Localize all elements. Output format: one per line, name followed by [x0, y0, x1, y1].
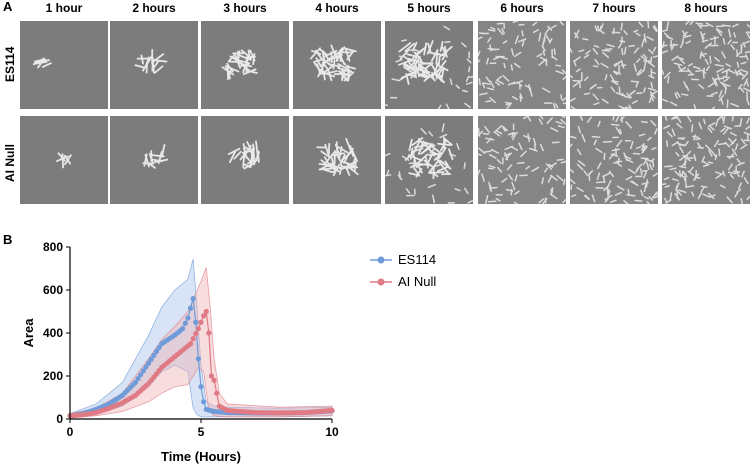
data-point-es114 [153, 348, 160, 355]
micrograph-es114-8h [662, 21, 750, 109]
micrograph-es114-7h [570, 21, 658, 109]
micrograph-ai-null-7h [570, 116, 658, 204]
data-point-es114 [135, 375, 141, 382]
data-point-ai-null [206, 330, 212, 336]
micrograph-es114-5h [385, 21, 473, 109]
data-point-es114 [148, 356, 154, 362]
legend-label-ai-null: AI Null [398, 274, 437, 289]
data-point-es114 [146, 360, 152, 366]
data-point-ai-null [187, 341, 194, 347]
data-point-es114 [190, 296, 196, 302]
x-tick-label: 5 [198, 425, 205, 439]
time-label-1: 1 hour [45, 1, 83, 15]
data-point-es114 [138, 372, 144, 378]
time-label-7: 7 hours [592, 1, 636, 15]
area-time-chart: 0 5 10 0 200 400 600 800 Time (Hours) Area [21, 240, 339, 464]
data-point-es114 [143, 364, 149, 370]
data-point-es114 [180, 326, 186, 332]
data-point-ai-null [190, 336, 196, 342]
row-label-ai-null: AI Null [3, 144, 17, 182]
legend-item-es114: ES114 [368, 252, 436, 274]
data-point-es114 [140, 368, 146, 374]
data-point-es114 [187, 305, 194, 311]
micrograph-es114-3h [201, 21, 289, 109]
data-point-ai-null [195, 326, 201, 332]
micrograph-ai-null-3h [201, 116, 289, 204]
micrograph-es114-1h [20, 21, 108, 109]
row-label-es114: ES114 [3, 46, 17, 82]
x-tick-label: 0 [67, 425, 74, 439]
data-point-ai-null [203, 308, 209, 315]
y-axis-title: Area [21, 318, 36, 348]
micrograph-ai-null-4h [293, 116, 381, 204]
data-point-es114 [182, 320, 188, 326]
x-tick-label: 10 [325, 425, 339, 439]
data-point-ai-null [214, 390, 220, 396]
data-point-es114 [195, 356, 201, 362]
legend-item-ai-null: AI Null [368, 274, 436, 296]
data-point-es114 [132, 379, 139, 386]
data-point-ai-null [329, 407, 335, 413]
data-point-es114 [185, 315, 191, 321]
time-label-4: 4 hours [315, 1, 359, 15]
data-point-ai-null [208, 373, 215, 379]
legend-marker-ai-null [370, 278, 392, 286]
data-point-es114 [198, 384, 204, 390]
data-point-es114 [201, 399, 207, 405]
micrograph-ai-null-5h [385, 116, 473, 204]
time-label-5: 5 hours [407, 1, 451, 15]
data-point-ai-null [201, 313, 207, 319]
micrograph-ai-null-6h [478, 116, 566, 204]
data-point-ai-null [198, 319, 204, 325]
chart-legend: ES114 AI Null [368, 252, 436, 296]
x-axis-title: Time (Hours) [161, 449, 241, 464]
micrograph-ai-null-8h [662, 116, 750, 204]
panel-a-letter: A [3, 0, 13, 14]
data-point-es114 [156, 345, 162, 351]
legend-marker-es114 [370, 256, 392, 264]
data-point-es114 [151, 352, 157, 358]
data-point-ai-null [211, 377, 217, 383]
y-tick-label: 0 [56, 412, 63, 426]
time-label-8: 8 hours [684, 1, 728, 15]
data-point-es114 [193, 319, 199, 325]
time-label-3: 3 hours [223, 1, 267, 15]
micrograph-es114-6h [478, 21, 566, 109]
y-tick-label: 600 [43, 283, 63, 297]
y-tick-label: 800 [43, 240, 63, 254]
micrograph-es114-2h [110, 21, 198, 109]
micrograph-ai-null-1h [20, 116, 108, 204]
legend-label-es114: ES114 [398, 252, 437, 267]
panel-b-letter: B [3, 232, 13, 247]
micrograph-ai-null-2h [110, 116, 198, 204]
data-point-ai-null [193, 331, 199, 337]
y-tick-label: 200 [43, 369, 63, 383]
y-tick-label: 400 [43, 326, 63, 340]
time-label-2: 2 hours [132, 1, 176, 15]
micrograph-es114-4h [293, 21, 381, 109]
time-label-6: 6 hours [500, 1, 544, 15]
